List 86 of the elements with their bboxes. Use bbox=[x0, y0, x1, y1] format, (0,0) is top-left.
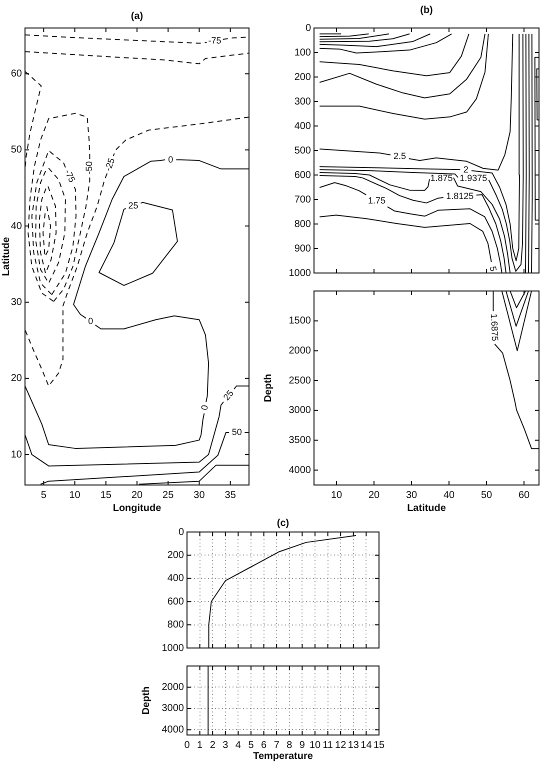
x-tick-label: 15 bbox=[373, 740, 385, 751]
x-axis-title: Longitude bbox=[112, 502, 162, 514]
y-tick-label: 200 bbox=[167, 550, 184, 561]
series-label: 0 bbox=[88, 316, 94, 326]
x-tick-label: 25 bbox=[162, 490, 174, 501]
x-tick-label: 2 bbox=[210, 740, 216, 751]
y-axis-title: Latitude bbox=[0, 236, 12, 276]
text: 1.6875 bbox=[488, 313, 500, 342]
y-tick-label: 1000 bbox=[288, 268, 312, 279]
y-tick-label: 20 bbox=[10, 373, 22, 384]
y-tick-label: 600 bbox=[294, 170, 312, 181]
x-tick-label: 60 bbox=[518, 490, 530, 501]
x-tick-label: 3 bbox=[222, 740, 229, 751]
text: -50 bbox=[84, 161, 94, 174]
text: -75 bbox=[62, 168, 78, 184]
series-label: 1.9375 bbox=[460, 173, 488, 184]
series-label: -75 bbox=[208, 35, 222, 46]
x-tick-label: 10 bbox=[69, 490, 81, 501]
x-tick-label: 6 bbox=[261, 740, 268, 751]
y-tick-label: 800 bbox=[167, 620, 184, 631]
x-tick-label: 14 bbox=[360, 740, 372, 751]
y-tick-label: 2000 bbox=[288, 345, 312, 356]
y-tick-label: 1500 bbox=[288, 316, 312, 327]
y-tick-label: 1000 bbox=[162, 642, 184, 654]
series-label: 1.8125 bbox=[446, 190, 474, 201]
x-axis-title: Latitude bbox=[407, 502, 446, 514]
x-tick-label: 40 bbox=[443, 490, 455, 501]
x-tick-label: 15 bbox=[100, 490, 112, 501]
y-tick-label: 2500 bbox=[288, 375, 312, 386]
y-tick-label: 10 bbox=[10, 449, 22, 460]
y-tick-label: 700 bbox=[294, 194, 312, 206]
x-tick-label: 50 bbox=[480, 490, 492, 501]
chart-title: (a) bbox=[130, 10, 144, 22]
series-label: 25 bbox=[128, 200, 138, 210]
x-tick-label: 10 bbox=[309, 740, 321, 751]
text: 25 bbox=[221, 388, 236, 402]
legend-label: 5 bbox=[488, 265, 499, 272]
x-tick-label: 10 bbox=[330, 490, 342, 501]
y-tick-label: 900 bbox=[294, 243, 312, 254]
y-tick-label: 3000 bbox=[162, 703, 184, 714]
series-label: 1.875 bbox=[430, 172, 453, 183]
y-tick-label: 100 bbox=[294, 47, 312, 58]
x-tick-label: 20 bbox=[368, 490, 380, 501]
text: -25 bbox=[102, 156, 117, 172]
y-tick-label: 600 bbox=[167, 596, 184, 608]
series-label: 50 bbox=[232, 426, 242, 437]
x-tick-label: 5 bbox=[40, 490, 47, 501]
x-tick-label: 13 bbox=[348, 740, 360, 751]
x-tick-label: 4 bbox=[235, 740, 242, 751]
x-tick-label: 11 bbox=[322, 740, 334, 751]
y-axis-title: Depth bbox=[262, 374, 274, 402]
y-tick-label: 60 bbox=[10, 68, 22, 80]
chart-title: (c) bbox=[276, 518, 290, 529]
y-tick-label: 400 bbox=[294, 120, 312, 132]
y-tick-label: 500 bbox=[294, 145, 312, 156]
x-tick-label: 8 bbox=[286, 740, 293, 751]
series-label: 1.75 bbox=[368, 195, 386, 206]
x-tick-label: 12 bbox=[335, 740, 347, 751]
y-tick-label: 30 bbox=[10, 296, 22, 308]
x-tick-label: 1 bbox=[197, 740, 204, 751]
text: 0 bbox=[199, 404, 210, 411]
y-tick-label: 4000 bbox=[288, 464, 312, 476]
series-label: 2.5 bbox=[393, 151, 406, 162]
y-tick-label: 800 bbox=[294, 218, 312, 230]
y-tick-label: 4000 bbox=[162, 724, 184, 736]
y-tick-label: 2000 bbox=[162, 682, 184, 693]
x-tick-label: 20 bbox=[131, 490, 143, 501]
x-tick-label: 5 bbox=[248, 740, 254, 751]
y-tick-label: 0 bbox=[305, 22, 312, 34]
series-label: 2 bbox=[463, 164, 468, 175]
x-tick-label: 30 bbox=[194, 490, 206, 501]
x-axis-title: Temperature bbox=[253, 750, 314, 762]
x-tick-label: 7 bbox=[274, 740, 280, 751]
x-tick-label: 35 bbox=[224, 490, 236, 501]
y-tick-label: 50 bbox=[10, 144, 22, 156]
y-tick-label: 40 bbox=[10, 220, 22, 232]
chart-title: (b) bbox=[420, 4, 433, 16]
y-tick-label: 300 bbox=[294, 96, 312, 108]
y-tick-label: 200 bbox=[294, 72, 312, 83]
x-tick-label: 30 bbox=[406, 490, 418, 501]
y-tick-label: 400 bbox=[167, 573, 184, 584]
x-tick-label: 9 bbox=[299, 740, 306, 751]
y-tick-label: 3000 bbox=[288, 405, 312, 416]
y-axis-title: Depth bbox=[140, 686, 152, 715]
y-tick-label: 0 bbox=[178, 526, 184, 538]
y-tick-label: 3500 bbox=[288, 434, 312, 446]
